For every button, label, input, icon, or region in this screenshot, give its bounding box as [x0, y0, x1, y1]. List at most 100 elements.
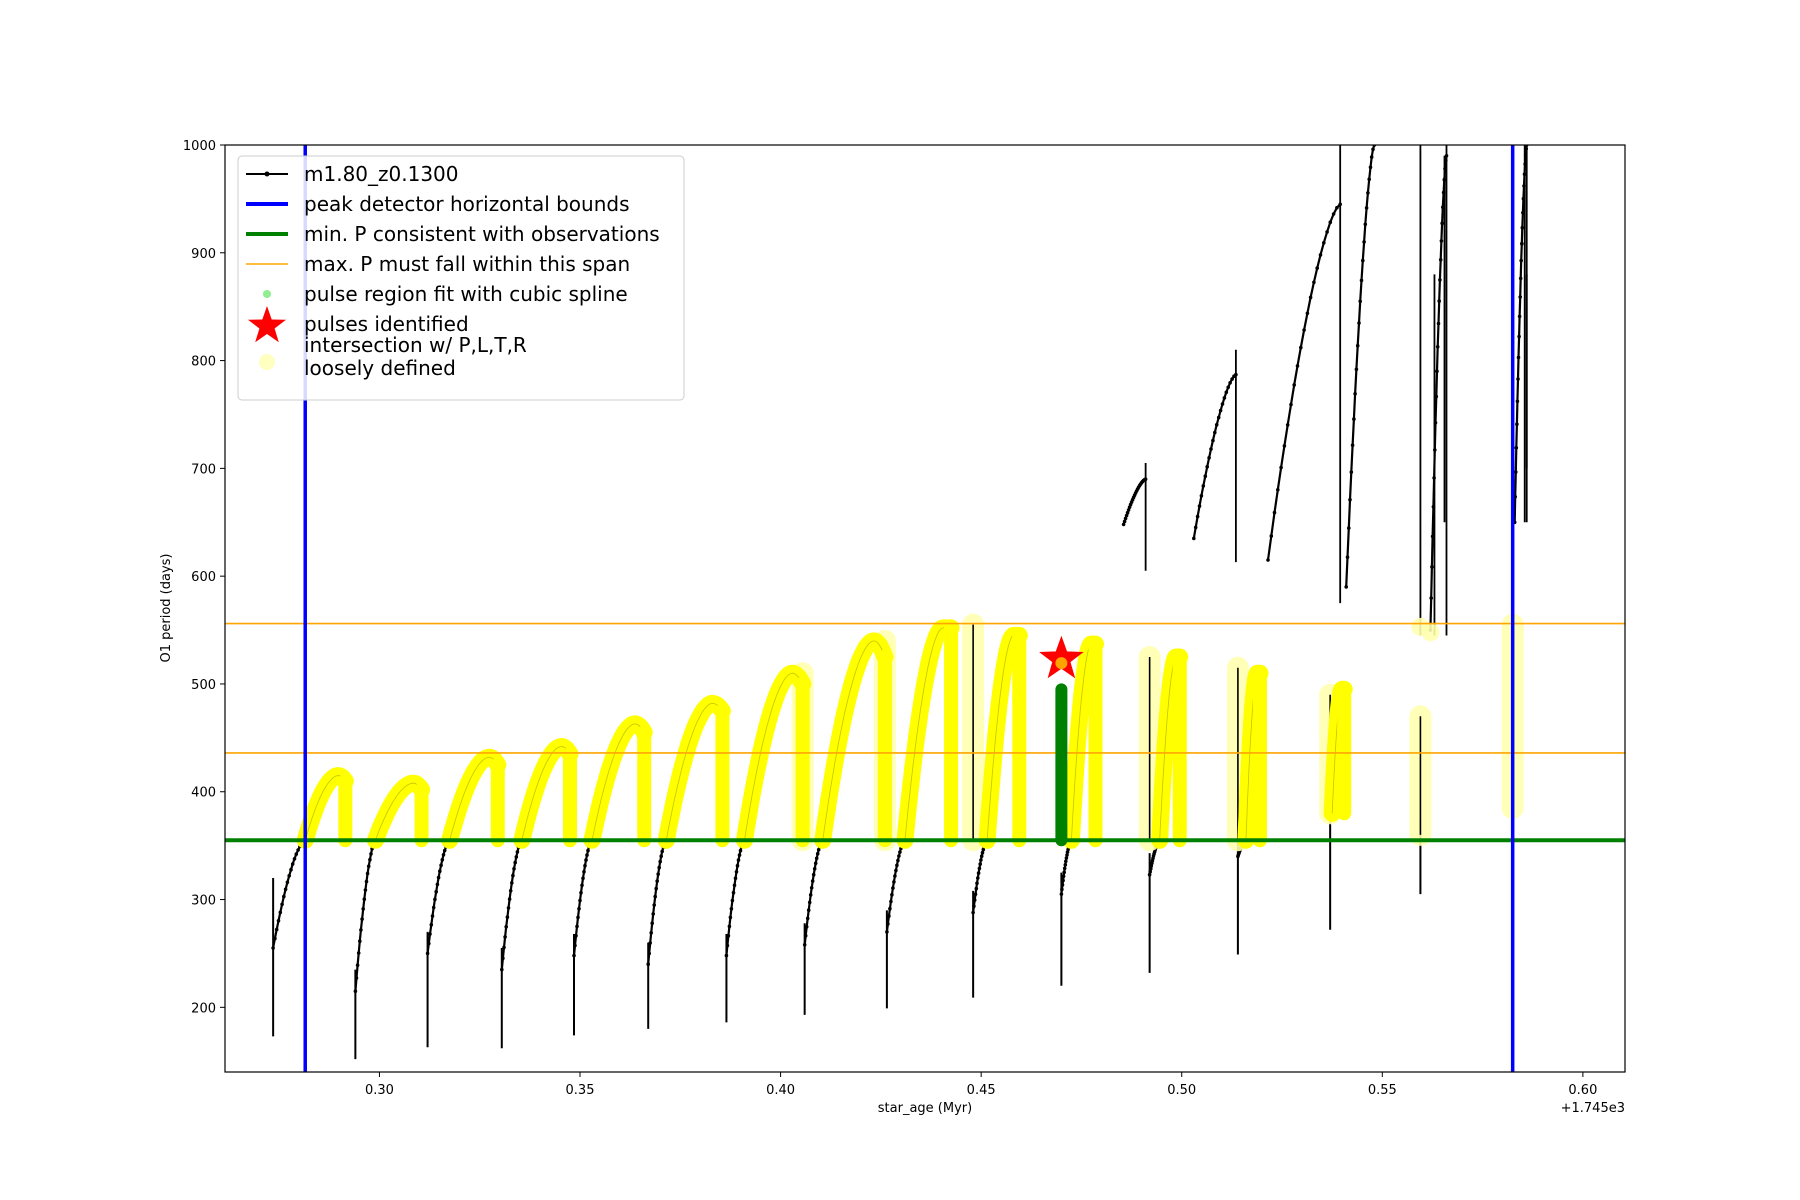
model-point: [972, 898, 977, 902]
legend-label: m1.80_z0.1300: [304, 162, 459, 186]
model-point: [1201, 484, 1206, 488]
legend-label: peak detector horizontal bounds: [304, 192, 630, 216]
model-point: [1349, 470, 1354, 474]
model-point: [442, 848, 447, 853]
model-point: [1282, 444, 1287, 448]
model-point: [890, 892, 894, 897]
model-point: [1065, 853, 1069, 857]
legend-label: intersection w/ P,L,T,R: [304, 333, 527, 357]
model-point: [809, 886, 814, 890]
model-point: [1359, 278, 1364, 283]
model-point: [891, 886, 895, 890]
model-point: [649, 931, 653, 935]
model-point: [1059, 892, 1064, 896]
model-point: [573, 943, 577, 948]
model-point: [1205, 465, 1209, 469]
model-point: [501, 956, 505, 961]
model-point: [290, 862, 295, 866]
model-point: [585, 853, 589, 857]
model-point: [810, 879, 815, 883]
x-tick-label: 0.45: [967, 1083, 996, 1098]
model-point: [1352, 417, 1356, 421]
model-point: [1518, 276, 1523, 281]
y-tick-label: 900: [191, 247, 216, 262]
model-point: [1331, 212, 1336, 216]
model-point: [1214, 423, 1219, 427]
model-point: [1367, 177, 1371, 182]
model-point: [1285, 423, 1290, 427]
model-point: [280, 902, 284, 907]
model-point: [1430, 534, 1435, 539]
model-point: [976, 871, 981, 875]
model-point: [278, 910, 283, 915]
model-point: [1061, 874, 1066, 879]
x-axis-label: star_age (Myr): [878, 1101, 972, 1116]
model-point: [972, 904, 976, 908]
model-point: [1192, 536, 1196, 541]
model-point: [737, 853, 742, 857]
intersection-arc-4: [583, 715, 653, 849]
model-point: [1062, 866, 1067, 871]
model-point: [1335, 205, 1339, 210]
model-point: [508, 889, 513, 893]
model-point: [1436, 321, 1441, 326]
model-point: [814, 856, 819, 861]
model-point: [1515, 399, 1520, 404]
y-tick-label: 200: [191, 1001, 216, 1016]
model-point: [574, 934, 578, 938]
model-point: [898, 850, 902, 854]
model-point: [724, 953, 729, 958]
model-point: [294, 852, 299, 856]
model-point: [1354, 367, 1359, 372]
model-point: [1063, 863, 1068, 867]
model-point: [659, 854, 663, 858]
model-point: [500, 967, 504, 972]
y-tick-label: 600: [191, 570, 216, 585]
model-point: [1272, 510, 1277, 515]
model-point: [1122, 519, 1127, 524]
model-point: [1353, 392, 1357, 396]
model-point: [811, 872, 816, 877]
y-axis-label: O1 period (days): [159, 553, 174, 662]
model-point: [429, 923, 434, 927]
model-point: [502, 945, 506, 950]
model-point: [507, 897, 512, 901]
model-point: [356, 951, 361, 955]
model-point: [1276, 488, 1280, 492]
model-point: [815, 851, 820, 856]
model-point: [1060, 887, 1064, 892]
model-point: [580, 883, 584, 888]
model-point: [888, 906, 892, 911]
model-point: [651, 912, 655, 916]
model-point: [369, 852, 373, 856]
model-point: [1289, 402, 1293, 407]
model-point: [1369, 155, 1374, 159]
model-point: [1209, 447, 1213, 451]
model-point: [1514, 470, 1518, 474]
model-point: [1064, 859, 1068, 864]
model-point: [435, 882, 440, 887]
model-point: [727, 924, 732, 929]
model-point: [816, 847, 821, 852]
legend-label: min. P consistent with observations: [304, 222, 660, 246]
model-point: [728, 915, 733, 920]
model-point: [1060, 883, 1065, 887]
model-point: [1064, 856, 1069, 860]
model-point: [731, 890, 736, 895]
model-point: [1193, 525, 1198, 530]
model-point: [974, 886, 979, 891]
model-point: [1517, 314, 1522, 319]
model-point: [657, 865, 661, 870]
model-point: [650, 921, 654, 925]
model-point: [362, 897, 367, 901]
model-point: [1228, 381, 1232, 385]
model-point: [1061, 878, 1065, 883]
legend-handle-model-marker: [264, 171, 270, 177]
model-point: [361, 907, 366, 911]
model-point: [1429, 596, 1433, 600]
legend-label: max. P must fall within this span: [304, 252, 630, 276]
model-point: [1364, 206, 1369, 210]
model-point: [1355, 343, 1360, 348]
model-point: [1226, 385, 1230, 390]
x-offset-label: +1.745e3: [1561, 1101, 1625, 1116]
